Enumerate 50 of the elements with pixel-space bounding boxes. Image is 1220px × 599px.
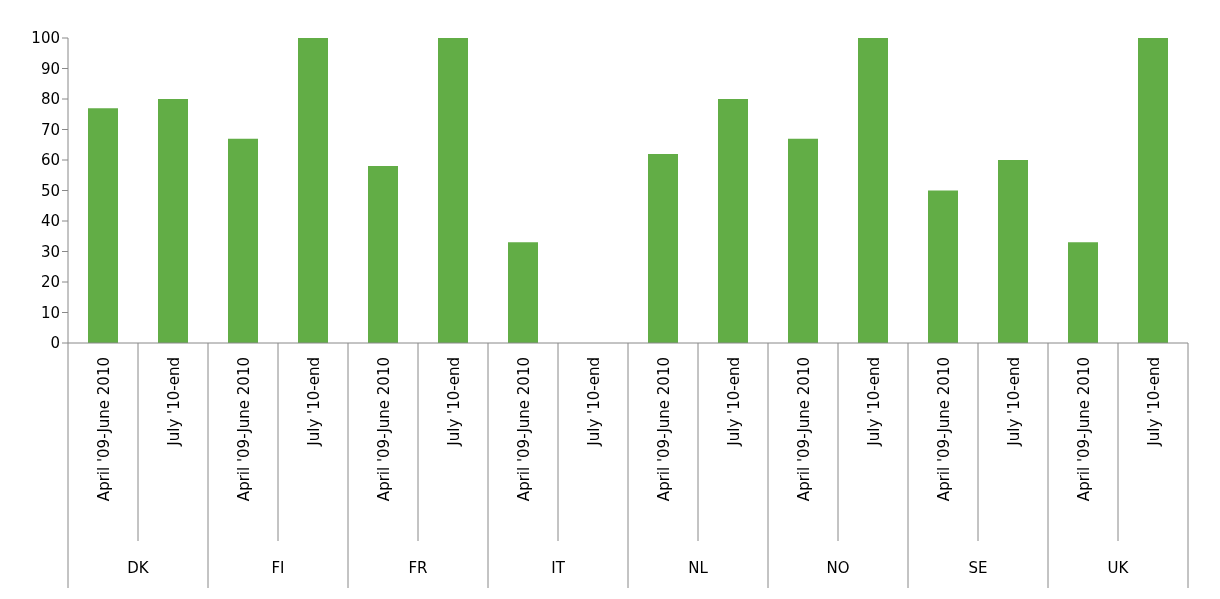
x-tick-label: July '10-end: [865, 357, 883, 447]
y-tick-label: 80: [40, 90, 60, 109]
x-tick-label: July '10-end: [725, 357, 743, 447]
bar: [508, 242, 538, 343]
x-tick-label: July '10-end: [165, 357, 183, 447]
bar: [298, 38, 328, 343]
bar: [88, 108, 118, 343]
bar: [158, 99, 188, 343]
y-tick-label: 60: [40, 151, 60, 170]
bar: [228, 138, 258, 343]
bar: [928, 190, 958, 343]
bar: [648, 153, 678, 343]
y-tick-label: 70: [40, 120, 60, 139]
text: NL: [688, 559, 709, 577]
y-tick-label: 10: [40, 303, 60, 322]
y-tick-label: 40: [40, 212, 60, 231]
text: IT: [551, 559, 566, 577]
y-tick-label: 90: [40, 59, 60, 78]
x-tick-label: April '09-June 2010: [935, 357, 953, 502]
bar: [1138, 38, 1168, 343]
bar: [998, 160, 1028, 343]
text: FR: [408, 559, 428, 577]
bar: [368, 166, 398, 343]
x-tick-label: July '10-end: [1145, 357, 1163, 447]
x-tick-label: July '10-end: [445, 357, 463, 447]
text: UK: [1107, 559, 1130, 577]
bar: [1068, 242, 1098, 343]
bar: [788, 138, 818, 343]
x-tick-label: July '10-end: [585, 357, 603, 447]
x-tick-label: April '09-June 2010: [375, 357, 393, 502]
bar: [858, 38, 888, 343]
x-tick-label: April '09-June 2010: [795, 357, 813, 502]
bar: [438, 38, 468, 343]
x-tick-label: July '10-end: [305, 357, 323, 447]
y-tick-label: 20: [40, 273, 60, 292]
text: FI: [271, 559, 285, 577]
text: DK: [127, 559, 150, 577]
y-tick-label: 100: [31, 29, 60, 48]
text: SE: [968, 559, 988, 577]
x-tick-label: July '10-end: [1005, 357, 1023, 447]
x-tick-label: April '09-June 2010: [1075, 357, 1093, 502]
text: NO: [826, 559, 850, 577]
x-tick-label: April '09-June 2010: [515, 357, 533, 502]
x-tick-label: April '09-June 2010: [655, 357, 673, 502]
x-tick-label: April '09-June 2010: [235, 357, 253, 502]
y-tick-label: 50: [40, 181, 60, 200]
y-tick-label: 30: [40, 242, 60, 261]
x-tick-label: April '09-June 2010: [95, 357, 113, 502]
bar: [718, 99, 748, 343]
y-tick-label: 0: [50, 334, 60, 353]
